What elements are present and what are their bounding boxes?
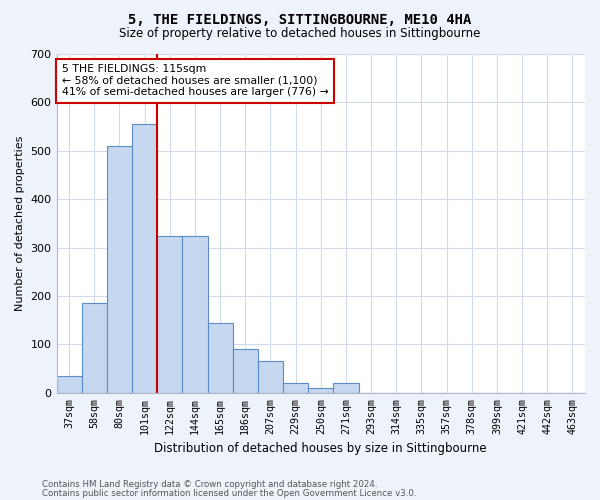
Bar [258, 362, 283, 393]
Bar [107, 146, 132, 393]
Bar [56, 376, 82, 393]
Bar [182, 236, 208, 393]
Bar [82, 304, 107, 393]
Y-axis label: Number of detached properties: Number of detached properties [15, 136, 25, 311]
Text: 5, THE FIELDINGS, SITTINGBOURNE, ME10 4HA: 5, THE FIELDINGS, SITTINGBOURNE, ME10 4H… [128, 12, 472, 26]
Bar [233, 349, 258, 393]
Bar [157, 236, 182, 393]
Bar [334, 383, 359, 393]
X-axis label: Distribution of detached houses by size in Sittingbourne: Distribution of detached houses by size … [154, 442, 487, 455]
Bar [208, 322, 233, 393]
Bar [308, 388, 334, 393]
Text: Contains public sector information licensed under the Open Government Licence v3: Contains public sector information licen… [42, 488, 416, 498]
Bar [283, 383, 308, 393]
Text: Size of property relative to detached houses in Sittingbourne: Size of property relative to detached ho… [119, 28, 481, 40]
Bar [132, 124, 157, 393]
Text: Contains HM Land Registry data © Crown copyright and database right 2024.: Contains HM Land Registry data © Crown c… [42, 480, 377, 489]
Text: 5 THE FIELDINGS: 115sqm
← 58% of detached houses are smaller (1,100)
41% of semi: 5 THE FIELDINGS: 115sqm ← 58% of detache… [62, 64, 329, 98]
